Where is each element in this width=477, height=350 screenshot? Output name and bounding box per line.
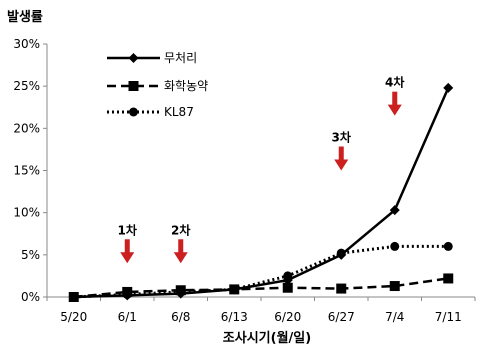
data-point xyxy=(443,273,454,284)
data-point xyxy=(336,283,347,294)
legend-marker xyxy=(129,107,138,117)
annotation: 3차 xyxy=(332,130,351,171)
data-point xyxy=(282,282,293,293)
x-tick-label: 6/8 xyxy=(171,310,190,324)
arrow-shaft xyxy=(124,239,130,254)
data-point xyxy=(336,248,346,258)
annotation: 4차 xyxy=(385,75,404,116)
data-point xyxy=(390,241,400,251)
y-tick-label: 30% xyxy=(13,37,40,51)
legend-entry: KL87 xyxy=(107,105,194,119)
series-layer xyxy=(68,82,454,302)
x-tick-label: 6/27 xyxy=(328,310,355,324)
y-tick-label: 15% xyxy=(13,164,40,178)
legend-entry: 무처리 xyxy=(107,51,197,65)
y-tick-label: 5% xyxy=(21,248,40,262)
annotation-label: 2차 xyxy=(171,222,190,237)
arrow-shaft xyxy=(392,91,398,106)
x-tick-label: 5/20 xyxy=(60,310,87,324)
series-3 xyxy=(69,241,453,302)
legend-label: 화학농약 xyxy=(164,78,208,93)
arrow-head xyxy=(334,159,349,171)
annotation-label: 3차 xyxy=(332,130,351,145)
x-tick-label: 6/13 xyxy=(221,310,248,324)
legend-label: KL87 xyxy=(164,105,194,119)
data-point xyxy=(443,241,453,251)
legend-label: 무처리 xyxy=(164,51,197,65)
data-point xyxy=(389,281,400,292)
data-point xyxy=(122,289,132,299)
arrow-head xyxy=(387,104,402,116)
annotation-label: 1차 xyxy=(118,222,137,237)
x-tick-label: 7/4 xyxy=(385,310,404,324)
x-tick-label: 7/11 xyxy=(435,310,462,324)
annotation-arrows: 1차 2차 3차 4차 xyxy=(118,75,404,264)
arrow-shaft xyxy=(338,146,344,161)
data-point xyxy=(69,292,79,302)
arrow-shaft xyxy=(178,239,184,254)
annotation: 1차 xyxy=(118,222,137,264)
data-point xyxy=(229,284,239,294)
data-point xyxy=(389,205,400,216)
data-point xyxy=(443,82,454,93)
series-1 xyxy=(68,82,454,302)
arrow-head xyxy=(120,252,135,264)
x-axis-ticks: 5/20 6/1 6/8 6/13 6/20 6/27 7/4 7/11 xyxy=(46,297,476,324)
legend-marker xyxy=(128,53,139,63)
legend-marker xyxy=(128,81,139,91)
y-tick-label: 0% xyxy=(21,290,40,304)
series-line xyxy=(73,277,449,299)
y-tick-label: 10% xyxy=(13,206,40,220)
legend-entry: 화학농약 xyxy=(107,78,208,93)
annotation: 2차 xyxy=(171,222,190,264)
y-tick-label: 25% xyxy=(13,79,40,93)
y-tick-label: 20% xyxy=(13,121,40,135)
series-line xyxy=(73,87,450,299)
x-tick-label: 6/1 xyxy=(118,310,137,324)
y-axis-ticks: 0% 5% 10% 15% 20% 25% 30% xyxy=(13,37,47,304)
annotation-label: 4차 xyxy=(385,75,404,90)
x-tick-label: 6/20 xyxy=(274,310,301,324)
data-point xyxy=(283,271,293,281)
y-axis-title: 발생률 xyxy=(7,9,43,25)
data-point xyxy=(176,287,186,297)
x-axis-title: 조사시기(월/일) xyxy=(223,330,311,346)
arrow-head xyxy=(173,252,188,264)
